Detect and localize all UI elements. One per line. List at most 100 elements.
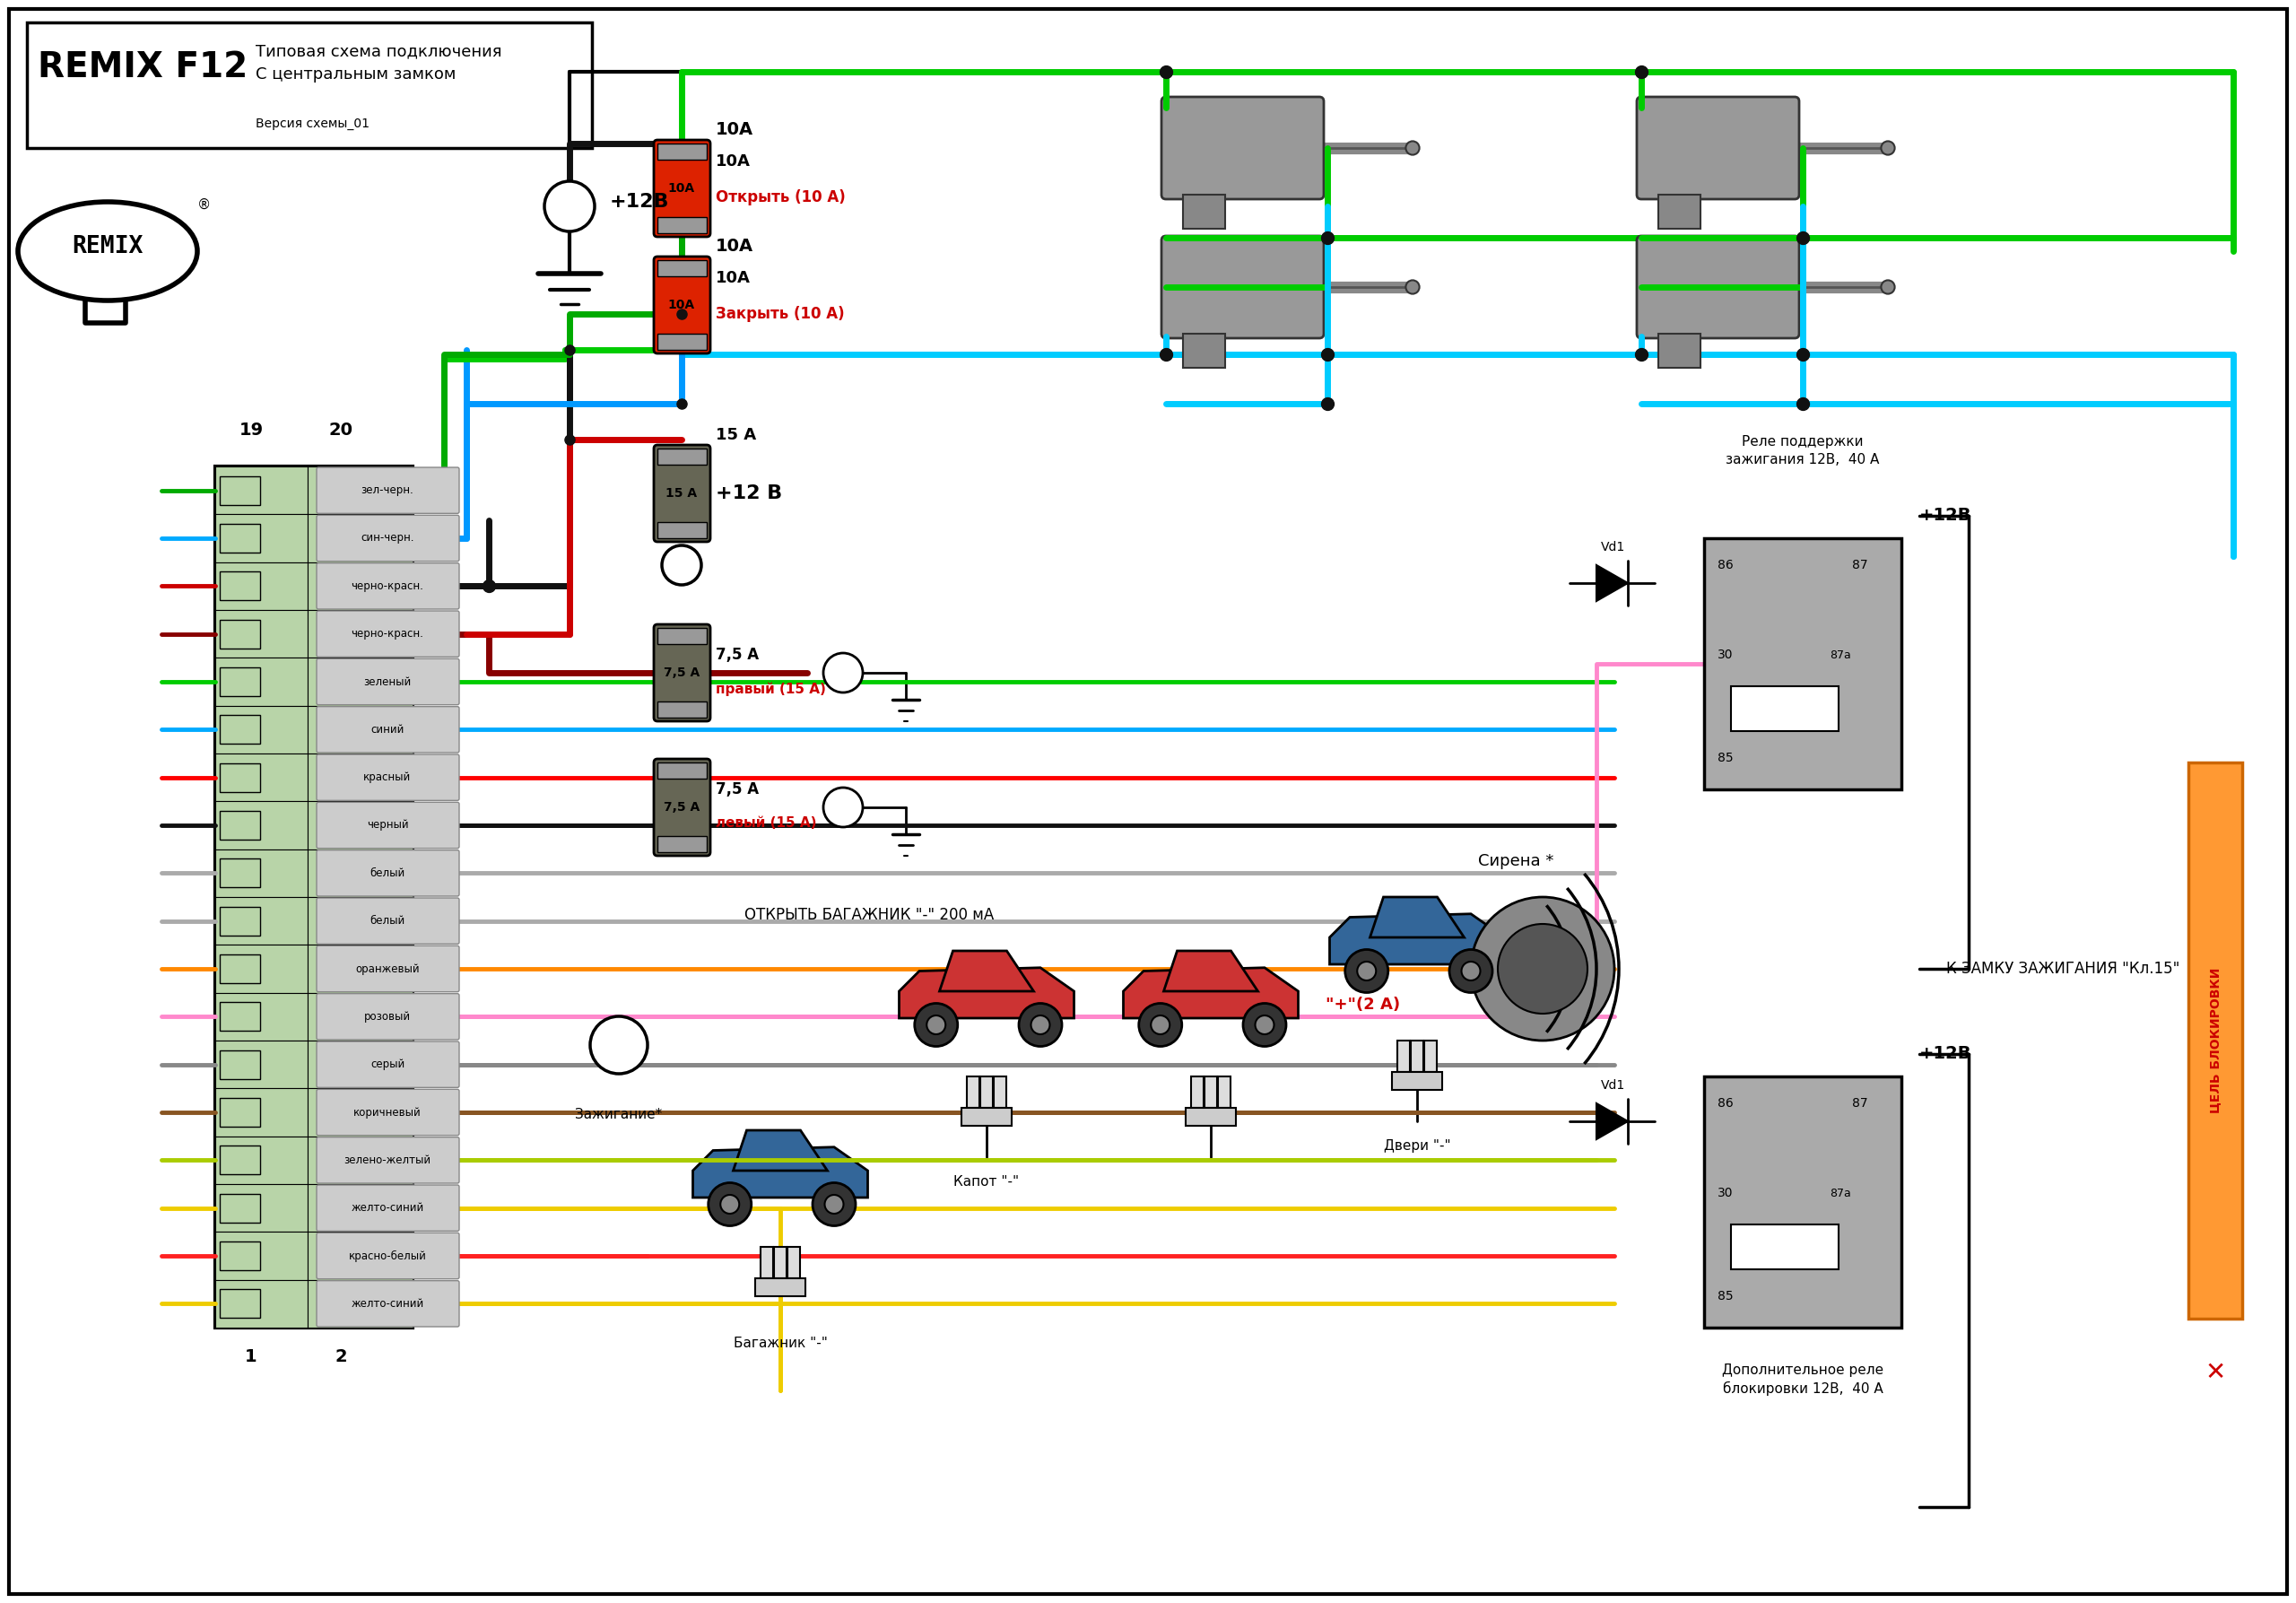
Bar (308, 1185, 413, 1233)
Bar (28, 22, 592, 147)
Bar (1731, 686, 1839, 731)
Text: Закрыть (10 А): Закрыть (10 А) (716, 306, 845, 322)
Bar (1658, 333, 1701, 367)
Bar (216, 802, 308, 850)
Text: ЦЕЛЬ БЛОКИРОВКИ: ЦЕЛЬ БЛОКИРОВКИ (2209, 968, 2223, 1114)
Bar (657, 628, 707, 644)
Text: 10A: 10A (716, 154, 751, 170)
Text: 87a: 87a (1830, 1188, 1851, 1199)
Bar (216, 611, 308, 657)
Text: розовый: розовый (365, 1011, 411, 1023)
Text: зел-черн.: зел-черн. (360, 484, 413, 497)
Text: Зажигание*: Зажигание* (576, 1108, 664, 1120)
Text: черный: черный (367, 819, 409, 830)
Bar (657, 702, 707, 718)
Circle shape (824, 787, 863, 827)
Bar (216, 515, 308, 563)
Bar (216, 466, 413, 1327)
Text: +12В: +12В (1919, 507, 1972, 524)
FancyBboxPatch shape (1162, 236, 1325, 338)
FancyBboxPatch shape (1162, 96, 1325, 199)
Bar (1217, 1077, 1231, 1108)
Text: 10A: 10A (668, 183, 696, 194)
FancyBboxPatch shape (654, 139, 709, 237)
Bar (1731, 1225, 1839, 1270)
FancyBboxPatch shape (1637, 96, 1800, 199)
Circle shape (928, 1015, 946, 1034)
FancyBboxPatch shape (317, 802, 459, 848)
Circle shape (721, 1194, 739, 1213)
Text: Дополнительное реле
блокировки 12В,  40 А: Дополнительное реле блокировки 12В, 40 А (1722, 1364, 1883, 1396)
Bar (220, 763, 259, 792)
Text: красно-белый: красно-белый (349, 1250, 427, 1262)
Polygon shape (1481, 906, 1525, 1032)
Bar (220, 476, 259, 505)
Bar (220, 524, 259, 553)
Text: +12В: +12В (1919, 1045, 1972, 1063)
Circle shape (544, 181, 595, 231)
Bar (980, 1077, 992, 1108)
Bar (308, 1233, 413, 1279)
Polygon shape (1123, 968, 1297, 1018)
Bar (308, 1088, 413, 1137)
Text: белый: белый (370, 867, 404, 878)
Circle shape (661, 545, 700, 585)
Circle shape (1345, 949, 1389, 992)
Text: +12B: +12B (611, 192, 670, 212)
Text: 85: 85 (1717, 1290, 1733, 1303)
FancyBboxPatch shape (317, 1185, 459, 1231)
Text: зелено-желтый: зелено-желтый (344, 1154, 432, 1165)
Text: 10A: 10A (668, 298, 696, 311)
Ellipse shape (18, 202, 197, 300)
Text: 10A: 10A (716, 269, 751, 287)
Bar (220, 811, 259, 840)
Bar (220, 1146, 259, 1175)
Text: 10A: 10A (716, 122, 753, 138)
Bar (308, 944, 413, 992)
Polygon shape (1371, 898, 1465, 938)
FancyBboxPatch shape (317, 946, 459, 992)
Circle shape (1019, 1003, 1061, 1047)
Text: Vd1: Vd1 (1600, 1079, 1626, 1092)
Circle shape (824, 652, 863, 692)
Bar (216, 1137, 308, 1185)
Bar (308, 992, 413, 1040)
Text: ОТКРЫТЬ БАГАЖНИК "-" 200 мА: ОТКРЫТЬ БАГАЖНИК "-" 200 мА (744, 907, 994, 923)
Bar (962, 1108, 1013, 1125)
Bar (308, 753, 413, 802)
Bar (216, 657, 308, 705)
FancyBboxPatch shape (317, 1281, 459, 1327)
FancyBboxPatch shape (317, 563, 459, 609)
Circle shape (1463, 962, 1481, 981)
Bar (220, 1002, 259, 1031)
Circle shape (707, 1183, 751, 1226)
Bar (220, 859, 259, 888)
Bar (308, 1279, 413, 1327)
Bar (216, 1088, 308, 1137)
Text: Реле поддержки
зажигания 12В,  40 А: Реле поддержки зажигания 12В, 40 А (1727, 436, 1880, 466)
FancyBboxPatch shape (317, 898, 459, 944)
Bar (308, 657, 413, 705)
FancyBboxPatch shape (317, 850, 459, 896)
Circle shape (1031, 1015, 1049, 1034)
FancyBboxPatch shape (317, 994, 459, 1040)
Polygon shape (1596, 566, 1628, 601)
Bar (308, 898, 413, 944)
Text: 2: 2 (335, 1348, 347, 1366)
FancyBboxPatch shape (654, 624, 709, 721)
Polygon shape (1596, 1103, 1628, 1140)
Circle shape (1256, 1015, 1274, 1034)
Text: Багажник "-": Багажник "-" (732, 1337, 827, 1350)
FancyBboxPatch shape (317, 1233, 459, 1279)
Text: 15 А: 15 А (666, 487, 698, 500)
Bar (774, 1247, 788, 1278)
Bar (220, 1194, 259, 1223)
Bar (216, 753, 308, 802)
Bar (216, 1040, 308, 1088)
FancyBboxPatch shape (317, 468, 459, 513)
Polygon shape (1329, 914, 1504, 965)
Text: Версия схемы_01: Версия схемы_01 (255, 117, 370, 130)
Bar (220, 715, 259, 744)
Bar (1185, 1108, 1235, 1125)
Bar (1182, 194, 1226, 229)
